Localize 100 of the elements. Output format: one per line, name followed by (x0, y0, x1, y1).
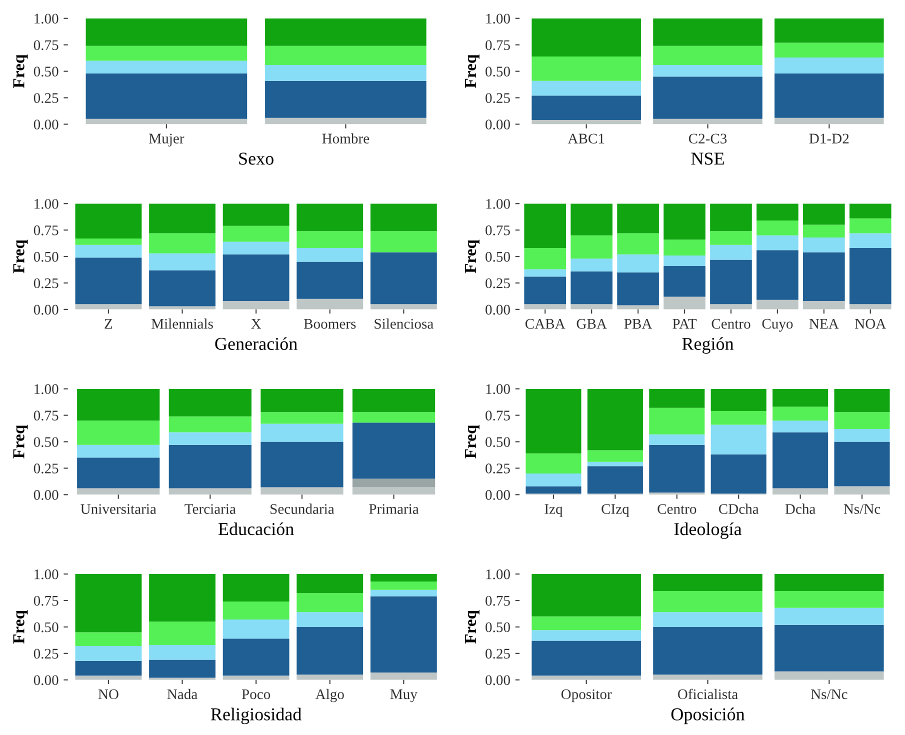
bar (149, 253, 216, 270)
bar (772, 406, 828, 421)
bar (710, 204, 752, 232)
y-tick-label: 1.00 (34, 198, 58, 209)
bar (149, 644, 216, 660)
bar (772, 420, 828, 432)
bar (296, 262, 364, 299)
bar (149, 204, 216, 234)
bar (653, 590, 762, 612)
bar (296, 612, 364, 627)
x-tick-label: Primaria (369, 504, 419, 514)
bar (149, 270, 216, 306)
bar (222, 254, 290, 301)
x-tick-label: Silenciosa (374, 318, 434, 329)
bar (168, 444, 252, 488)
x-axis-title: Generación (215, 337, 298, 350)
bar (168, 416, 252, 432)
y-tick-label: 0.50 (34, 252, 58, 262)
y-tick-label: 0.75 (34, 40, 58, 50)
bar (524, 204, 566, 248)
y-tick-label: 0.50 (486, 437, 510, 447)
bar (710, 304, 752, 310)
y-tick-label: 0.50 (486, 622, 510, 632)
y-tick-label: 0.25 (486, 464, 510, 474)
x-tick-label: Hombre (322, 133, 370, 144)
bar (774, 624, 884, 672)
bar (265, 46, 426, 65)
bar (168, 432, 252, 445)
y-tick-label: 0.00 (34, 490, 58, 500)
bar (774, 42, 884, 58)
y-tick-label: 0.50 (34, 622, 58, 632)
bar (570, 271, 612, 304)
x-tick-label: ABC1 (568, 134, 604, 144)
y-tick-label: 0.25 (34, 648, 58, 659)
x-tick-label: Poco (242, 689, 270, 700)
x-axis-title: Oposición (671, 708, 745, 724)
bar (222, 620, 290, 639)
bar (617, 305, 659, 310)
bar (664, 266, 706, 297)
y-axis-title: Freq (13, 54, 28, 88)
y-tick-label: 0.75 (34, 410, 58, 421)
y-tick-label: 0.00 (34, 675, 58, 686)
bar (834, 412, 890, 430)
bar (774, 590, 884, 608)
bar (774, 73, 884, 118)
bar (222, 226, 290, 242)
bar (526, 486, 582, 494)
bar (532, 630, 641, 641)
y-tick-label: 0.00 (486, 304, 510, 315)
bar (370, 672, 437, 680)
y-axis-title: Freq (464, 610, 480, 644)
bar (664, 204, 706, 240)
bar (617, 204, 659, 234)
bar (532, 120, 641, 124)
y-tick-label: 0.75 (34, 596, 58, 606)
bar (653, 18, 762, 46)
bar (849, 204, 892, 218)
x-tick-label: CDcha (718, 504, 759, 514)
bar (710, 454, 766, 494)
x-tick-label: PAT (672, 318, 697, 329)
x-tick-label: GBA (576, 318, 607, 329)
bar (834, 388, 890, 412)
bar (370, 590, 437, 596)
bar (849, 248, 892, 304)
x-tick-label: CABA (525, 318, 566, 329)
bar (834, 486, 890, 495)
bar (352, 478, 436, 488)
bar (710, 424, 766, 454)
bar (653, 64, 762, 77)
bar (77, 420, 160, 445)
bar (756, 250, 798, 300)
bar (260, 487, 344, 495)
x-tick-label: C2-C3 (688, 134, 727, 144)
x-tick-label: Milennials (152, 318, 213, 329)
bar (653, 46, 762, 65)
y-tick-label: 0.50 (486, 66, 510, 77)
bar (370, 574, 437, 582)
bar (803, 204, 845, 225)
bar (664, 240, 706, 256)
bar (756, 204, 798, 221)
x-tick-label: NEA (809, 318, 839, 329)
bar (222, 676, 290, 680)
bar (617, 254, 659, 272)
y-axis-title: Freq (13, 610, 28, 644)
bar (710, 388, 766, 412)
x-tick-label: Opositor (561, 689, 612, 702)
bar (532, 574, 641, 616)
bar (756, 235, 798, 250)
y-tick-label: 0.25 (34, 278, 58, 288)
y-tick-label: 0.75 (486, 410, 510, 421)
bar (222, 300, 290, 310)
y-tick-label: 1.00 (486, 198, 510, 209)
x-tick-label: Algo (315, 688, 344, 702)
x-tick-label: Boomers (304, 319, 356, 329)
x-tick-label: Mujer (149, 134, 184, 146)
y-tick-label: 1.00 (486, 569, 510, 580)
bar (653, 626, 762, 675)
y-tick-label: 0.50 (486, 252, 510, 262)
bar (774, 671, 884, 680)
bar (532, 56, 641, 81)
